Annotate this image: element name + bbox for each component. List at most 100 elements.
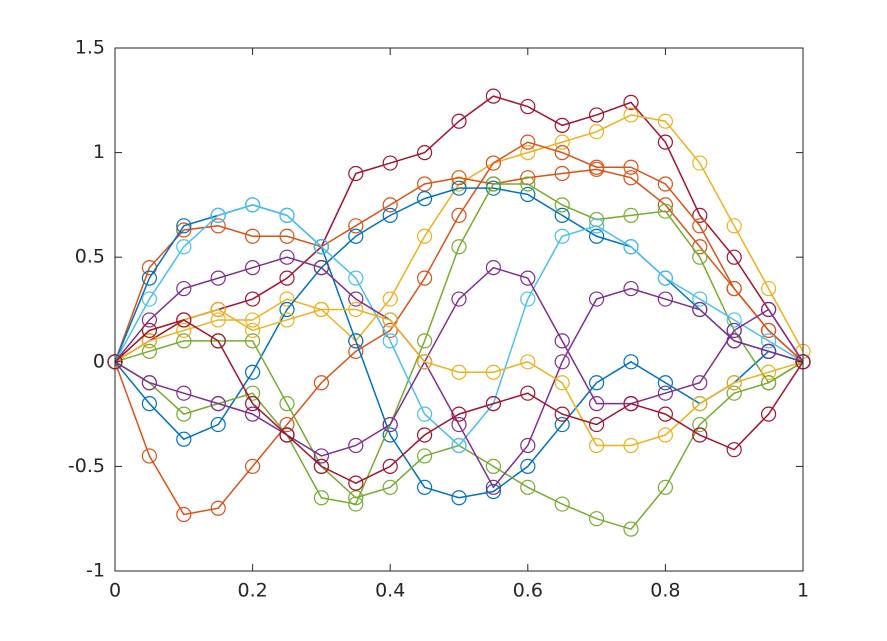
marker [176,222,192,238]
marker [451,490,467,506]
series-line [114,256,804,489]
marker [141,322,157,339]
marker [623,437,639,454]
marker [348,496,364,512]
marker [141,448,157,464]
marker [554,406,570,422]
marker [348,218,364,234]
marker [692,301,708,318]
marker [279,249,295,265]
marker [726,375,742,391]
marker [382,458,398,474]
marker [279,301,295,318]
marker [485,260,501,276]
marker [623,207,639,223]
marker [623,396,639,412]
marker [279,228,295,244]
x-tick-label: 0 [109,580,121,602]
marker [210,312,226,328]
marker [657,291,674,307]
marker [245,322,261,339]
marker [210,270,226,286]
marker [382,207,398,223]
marker [554,354,570,370]
marker [657,270,674,286]
marker [485,479,501,495]
marker [313,301,329,318]
marker [210,500,226,516]
marker [588,416,605,433]
marker [692,427,708,443]
marker [485,483,501,500]
marker [313,375,329,391]
marker [176,333,192,349]
marker [451,207,467,223]
series-line [114,308,804,447]
marker [554,165,570,182]
marker [141,396,157,412]
marker [726,280,742,297]
marker [623,239,639,255]
marker [313,239,329,255]
marker [279,291,295,307]
marker [657,176,674,192]
marker [141,270,157,286]
marker [760,333,777,349]
marker [554,134,570,150]
marker [245,291,261,307]
marker [417,191,433,207]
marker [348,291,364,307]
y-tick-label: 0 [93,350,105,372]
marker [279,270,295,286]
series-line [114,95,804,363]
marker [451,291,467,307]
marker [692,291,708,307]
marker [176,406,192,422]
marker [520,145,536,161]
marker [245,385,261,401]
x-tick-label: 0.4 [375,580,405,602]
marker [417,479,433,495]
marker [451,180,467,196]
marker [520,186,536,203]
marker [623,354,639,370]
marker [657,203,674,219]
marker [623,280,639,297]
marker [588,124,605,140]
marker [210,218,226,234]
marker [382,312,398,328]
marker [451,437,467,454]
marker [588,291,605,307]
marker [313,260,329,276]
marker [657,479,674,495]
marker [382,197,398,213]
marker [417,427,433,443]
y-tick-label: -0.5 [68,455,105,477]
marker [176,506,192,523]
marker [348,475,364,491]
marker [348,437,364,454]
marker [313,458,329,474]
marker [382,333,398,349]
marker [176,322,192,339]
marker [382,291,398,307]
marker [760,364,777,380]
marker [382,427,398,443]
marker [313,490,329,506]
marker [313,448,329,464]
marker [485,396,501,412]
marker [588,375,605,391]
series-line [114,168,804,363]
marker [692,207,708,223]
marker [554,145,570,161]
marker [692,396,708,412]
marker [451,170,467,186]
y-tick-label: 1.5 [75,37,105,59]
marker [692,416,708,433]
series-line [114,114,804,363]
marker [726,385,742,401]
marker [245,458,261,474]
marker [726,312,742,328]
marker [726,218,742,234]
marker [520,176,536,192]
